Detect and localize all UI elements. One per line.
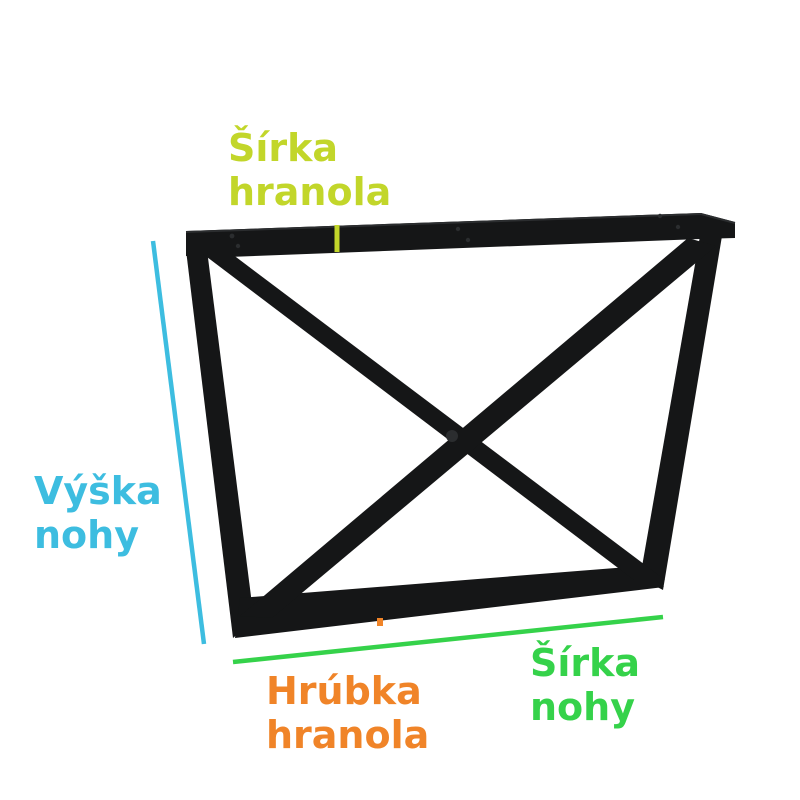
mounting-hole bbox=[235, 243, 241, 249]
leg-height-label: Výška nohy bbox=[34, 469, 162, 557]
diagonal-brace-right-to-left bbox=[240, 238, 716, 618]
left-post bbox=[186, 250, 254, 638]
top-beam-edge bbox=[185, 212, 736, 233]
beam-width-label-line2: hranola bbox=[228, 170, 392, 214]
leg-width-label-line2: nohy bbox=[530, 685, 635, 729]
leg-width-label: Šírka nohy bbox=[530, 641, 640, 729]
beam-thickness-tick bbox=[377, 618, 383, 626]
diagonal-brace-left-to-right bbox=[203, 254, 665, 580]
mounting-hole bbox=[229, 233, 235, 239]
dimension-markers bbox=[150, 225, 664, 665]
leg-width-label-line1: Šírka bbox=[530, 641, 641, 685]
beam-thickness-label: Hrúbka hranola bbox=[266, 669, 429, 757]
leg-height-label-line1: Výška bbox=[34, 469, 162, 513]
beam-width-label: Šírka hranola bbox=[228, 126, 391, 214]
leg-width-line bbox=[232, 614, 664, 665]
mounting-hole bbox=[465, 237, 471, 243]
table-leg-frame bbox=[185, 212, 736, 638]
right-post bbox=[640, 236, 722, 590]
mounting-hole bbox=[657, 213, 663, 219]
beam-thickness-label-line2: hranola bbox=[266, 713, 430, 757]
top-beam bbox=[186, 213, 735, 257]
leg-height-label-line2: nohy bbox=[34, 513, 139, 557]
mounting-hole bbox=[675, 224, 681, 230]
mounting-hole bbox=[455, 226, 461, 232]
mounting-holes bbox=[229, 213, 681, 249]
beam-width-label-line1: Šírka bbox=[228, 126, 339, 170]
bottom-beam bbox=[235, 566, 664, 638]
center-joint bbox=[446, 430, 458, 442]
leg-height-line bbox=[150, 240, 207, 645]
beam-thickness-label-line1: Hrúbka bbox=[266, 669, 422, 713]
